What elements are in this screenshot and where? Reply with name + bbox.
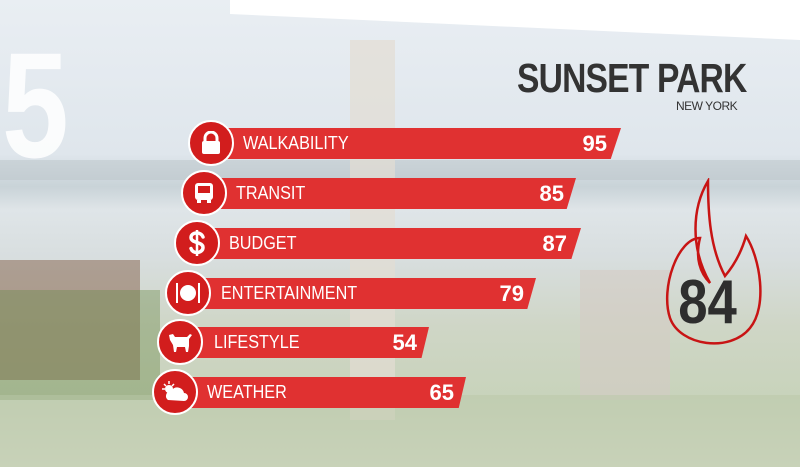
category-label: WEATHER	[207, 382, 287, 402]
category-row-entertainment: ENTERTAINMENT 79	[188, 278, 536, 309]
category-row-budget: BUDGET 87	[197, 228, 581, 259]
score-bar	[188, 278, 536, 309]
bus-icon	[181, 170, 227, 216]
flame-icon	[665, 178, 762, 345]
score-bar	[180, 327, 429, 358]
category-score: 54	[392, 330, 417, 355]
dollar-icon	[174, 220, 220, 266]
sun-cloud-icon	[152, 369, 198, 415]
category-label: LIFESTYLE	[214, 332, 300, 352]
dog-icon	[157, 319, 203, 365]
category-label: BUDGET	[229, 233, 297, 253]
score-bar	[175, 377, 466, 408]
category-row-walkability: WALKABILITY 95	[211, 128, 621, 159]
category-row-weather: WEATHER 65	[175, 377, 466, 408]
rank-number: 5	[2, 21, 69, 189]
score-bar	[211, 128, 621, 159]
category-row-lifestyle: LIFESTYLE 54	[180, 327, 429, 358]
overall-score: 84	[678, 268, 737, 337]
lock-icon	[188, 120, 234, 166]
category-row-transit: TRANSIT 85	[204, 178, 576, 209]
score-bar	[204, 178, 576, 209]
dining-icon	[165, 270, 211, 316]
score-bar	[197, 228, 581, 259]
category-score: 95	[582, 131, 607, 156]
category-label: ENTERTAINMENT	[221, 283, 358, 303]
category-score: 79	[499, 281, 524, 306]
subtitle: NEW YORK	[676, 99, 738, 113]
page-title: SUNSET PARK	[517, 55, 747, 101]
category-score: 85	[539, 181, 564, 206]
category-score: 65	[429, 380, 454, 405]
category-label: WALKABILITY	[243, 133, 349, 153]
category-score: 87	[542, 231, 567, 256]
category-label: TRANSIT	[236, 183, 306, 203]
